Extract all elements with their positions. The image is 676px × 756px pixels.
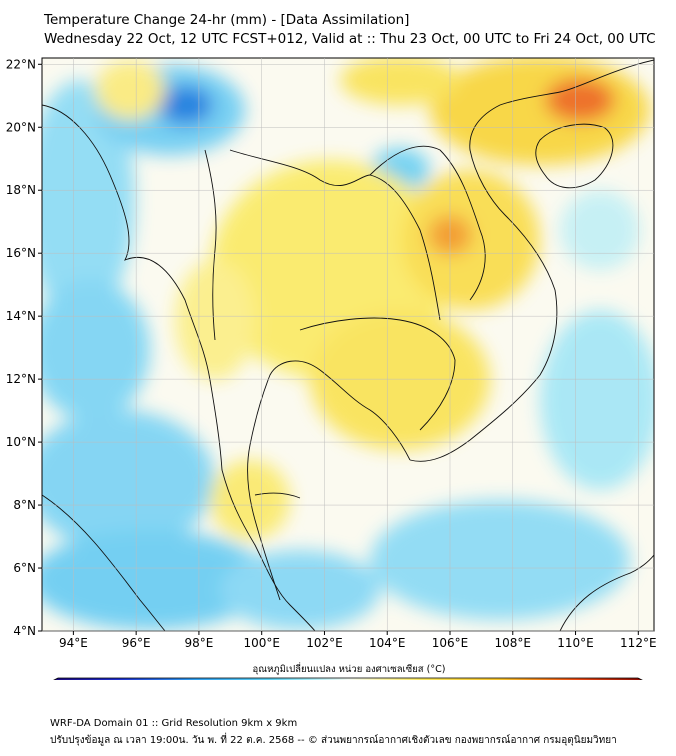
lat-label: 8°N [13, 498, 36, 512]
graticule [38, 58, 654, 635]
coastlines-borders [42, 59, 654, 631]
cambodia-border [299, 317, 456, 431]
western-coastline [42, 104, 316, 631]
lon-label: 104°E [369, 636, 406, 650]
latitude-labels: 22°N 20°N 18°N 16°N 14°N 12°N 10°N 8°N 6°N 4°N [6, 57, 36, 638]
lat-label: 22°N [6, 57, 36, 71]
lon-label: 112°E [620, 636, 657, 650]
lon-label: 102°E [306, 636, 343, 650]
lon-label: 98°E [184, 636, 213, 650]
lat-label: 18°N [6, 183, 36, 197]
borneo-coastline [559, 554, 654, 631]
lon-label: 100°E [243, 636, 280, 650]
lon-label: 108°E [495, 636, 532, 650]
lat-label: 12°N [6, 372, 36, 386]
myanmar-thailand-border [204, 149, 217, 341]
lat-label: 4°N [13, 624, 36, 638]
longitude-labels: 94°E 96°E 98°E 100°E 102°E 104°E 106°E 108°E 110… [59, 636, 657, 650]
hainan-island [535, 123, 614, 189]
colorbar-label: อุณหภูมิเปลี่ยนแปลง หน่วย องศาเซลเซียส (… [253, 662, 446, 675]
lat-label: 14°N [6, 309, 36, 323]
colorbar [41, 677, 655, 695]
gulf-coastline [247, 360, 411, 601]
sumatra-coastline [42, 494, 166, 631]
lon-label: 94°E [59, 636, 88, 650]
malaysia-border [254, 492, 301, 499]
lon-label: 106°E [432, 636, 469, 650]
footer-update-info: ปรับปรุงข้อมูล ณ เวลา 19:00น. วัน พ. ที่… [50, 735, 617, 746]
lon-label: 110°E [557, 636, 594, 650]
lat-label: 20°N [6, 120, 36, 134]
lat-label: 10°N [6, 435, 36, 449]
lat-label: 16°N [6, 246, 36, 260]
footer-domain-info: WRF-DA Domain 01 :: Grid Resolution 9km … [50, 718, 298, 729]
lat-label: 6°N [13, 561, 36, 575]
lon-label: 96°E [122, 636, 151, 650]
temperature-field [42, 58, 654, 631]
laos-vietnam-border [369, 145, 486, 301]
vietnam-coastline [409, 59, 654, 462]
map-subtitle: Wednesday 22 Oct, 12 UTC FCST+012, Valid… [44, 31, 656, 47]
map-title: Temperature Change 24-hr (mm) - [Data As… [44, 12, 410, 28]
map-figure: 22°N 20°N 18°N 16°N 14°N 12°N 10°N 8°N 6°N 4°N 94… [6, 57, 657, 706]
temperature-change-map: 22°N 20°N 18°N 16°N 14°N 12°N 10°N 8°N 6°N 4°N 94… [6, 57, 657, 706]
